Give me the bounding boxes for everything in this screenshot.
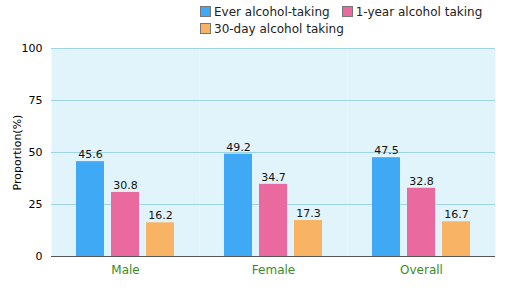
- svg-text:Overall: Overall: [400, 263, 443, 277]
- svg-text:16.2: 16.2: [148, 209, 173, 222]
- svg-text:17.3: 17.3: [296, 207, 321, 220]
- svg-text:100: 100: [22, 42, 43, 55]
- svg-text:Male: Male: [111, 263, 139, 277]
- svg-text:25: 25: [29, 198, 43, 211]
- svg-text:49.2: 49.2: [226, 141, 251, 154]
- svg-text:0: 0: [36, 250, 43, 263]
- html-text:30-day alcohol taking: 30-day alcohol taking: [214, 21, 344, 36]
- svg-text:47.5: 47.5: [374, 144, 399, 157]
- svg-text:32.8: 32.8: [409, 175, 434, 188]
- svg-text:Proportion(%): Proportion(%): [11, 115, 24, 191]
- svg-text:16.7: 16.7: [444, 208, 469, 221]
- svg-text:45.6: 45.6: [78, 148, 103, 161]
- html-text:Ever alcohol-taking: Ever alcohol-taking: [214, 4, 330, 19]
- svg-text:34.7: 34.7: [261, 171, 286, 184]
- svg-text:Female: Female: [252, 263, 295, 277]
- html-text:1-year alcohol taking: 1-year alcohol taking: [355, 4, 483, 19]
- svg-text:50: 50: [29, 146, 43, 159]
- svg-text:75: 75: [29, 94, 43, 107]
- svg-text:30.8: 30.8: [113, 179, 138, 192]
